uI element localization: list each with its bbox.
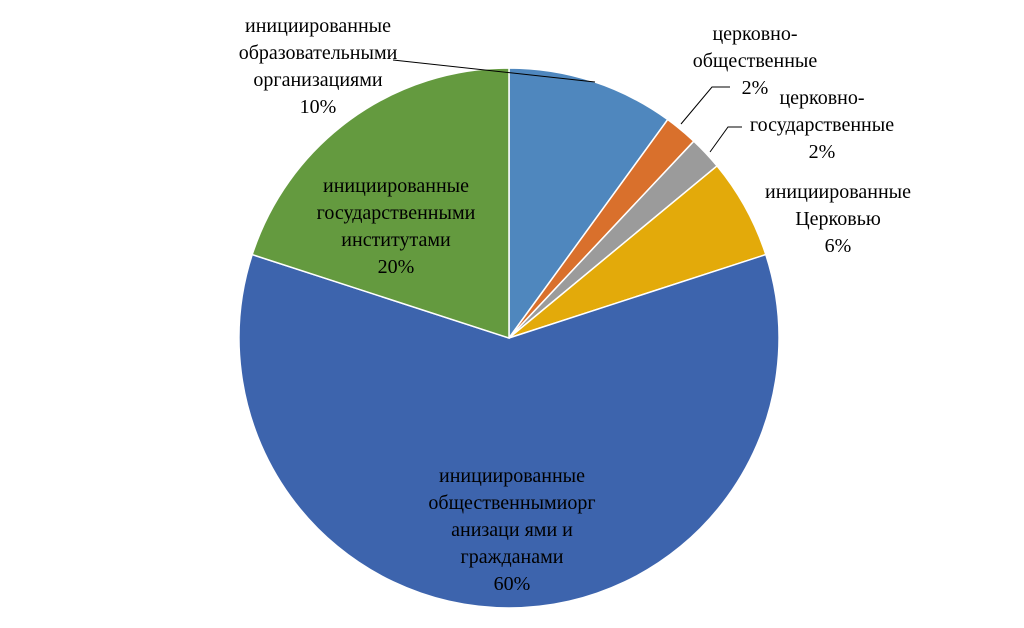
slice-label-church-public: церковно-общественные 2% [693, 23, 818, 99]
slices-layer [238, 67, 780, 609]
slice-label-line: общественнымиорг [428, 492, 595, 514]
slice-label-line: гражданами [461, 546, 564, 568]
slice-label-line: церковно- [712, 23, 797, 45]
slice-label-line: образовательными [239, 42, 398, 64]
slice-label-church-state: церковно-государственные 2% [750, 87, 894, 163]
leader-lines-layer [392, 59, 742, 153]
slice-label-line: инициированные [323, 175, 469, 197]
pie-slice-state-institutes [251, 67, 510, 340]
slice-label-line: государственными [317, 202, 476, 224]
slice-label-public-orgs: инициированные общественнымиорг анизаци ям… [428, 465, 595, 595]
slice-label-line: церковно- [779, 87, 864, 109]
slice-percent-label: 60% [494, 573, 531, 595]
slice-percent-label: 6% [825, 235, 852, 257]
slice-percent-label: 20% [378, 256, 415, 278]
leader-line-church-public [680, 86, 730, 125]
slice-label-line: общественные [693, 50, 818, 72]
slice-label-line: анизаци ями и [451, 519, 573, 541]
slice-label-church: инициированные Церковью 6% [765, 181, 911, 257]
pie-slice-public-orgs [238, 253, 780, 609]
slice-label-line: институтами [341, 229, 451, 251]
slice-percent-label: 10% [300, 96, 337, 118]
slice-percent-label: 2% [742, 77, 769, 99]
slice-label-line: государственные [750, 114, 894, 136]
labels-layer: инициированные образовательными организаци… [239, 15, 911, 595]
slice-label-line: инициированные [439, 465, 585, 487]
slice-label-line: организациями [253, 69, 383, 91]
leader-line-church-state [709, 126, 742, 153]
slice-label-line: Церковью [795, 208, 881, 230]
slice-label-state-institutes: инициированные государственными институтам… [317, 175, 476, 278]
leader-line-educational [392, 59, 596, 83]
slice-label-line: инициированные [245, 15, 391, 37]
slice-label-line: инициированные [765, 181, 911, 203]
slice-percent-label: 2% [809, 141, 836, 163]
slice-label-educational: инициированные образовательными организаци… [239, 15, 398, 118]
